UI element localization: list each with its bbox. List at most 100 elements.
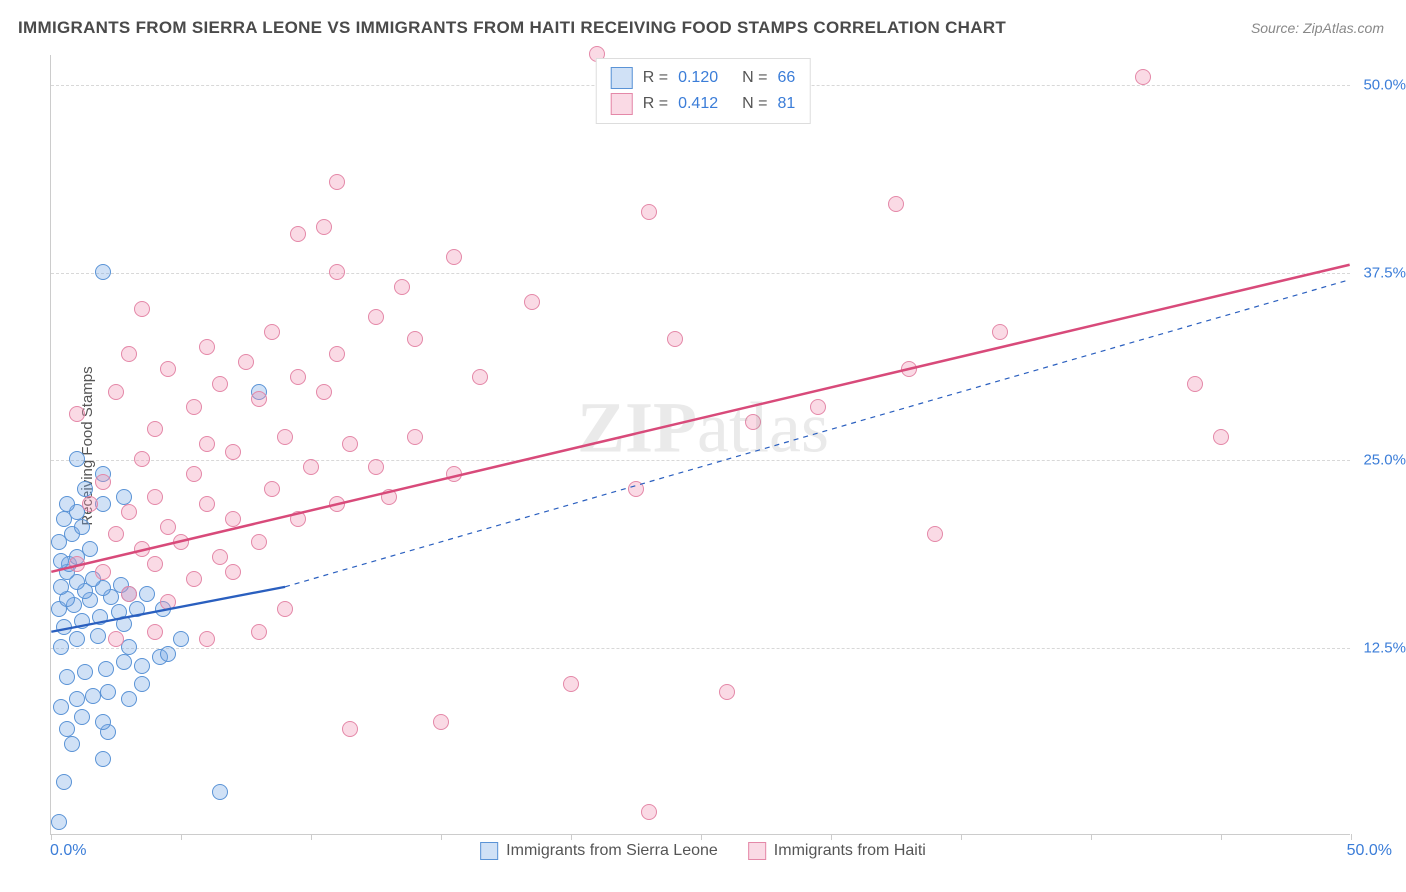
data-point [160, 646, 176, 662]
data-point [98, 661, 114, 677]
legend-swatch [611, 93, 633, 115]
data-point [225, 564, 241, 580]
x-tick [311, 834, 312, 840]
legend-n-value: 66 [777, 69, 795, 87]
data-point [82, 541, 98, 557]
data-point [69, 556, 85, 572]
data-point [147, 556, 163, 572]
legend-r-value: 0.120 [678, 69, 718, 87]
data-point [95, 474, 111, 490]
data-point [199, 339, 215, 355]
data-point [108, 631, 124, 647]
data-point [74, 613, 90, 629]
data-point [342, 436, 358, 452]
data-point [134, 301, 150, 317]
data-point [160, 519, 176, 535]
data-point [82, 496, 98, 512]
data-point [290, 511, 306, 527]
data-point [56, 619, 72, 635]
data-point [59, 669, 75, 685]
legend-r-label: R = [643, 95, 668, 113]
legend-swatch [480, 842, 498, 860]
data-point [199, 631, 215, 647]
data-point [121, 346, 137, 362]
data-point [407, 331, 423, 347]
data-point [810, 399, 826, 415]
data-point [303, 459, 319, 475]
series-name: Immigrants from Haiti [774, 842, 926, 860]
data-point [1135, 69, 1151, 85]
legend-row: R = 0.412N = 81 [611, 91, 796, 117]
data-point [290, 226, 306, 242]
plot-area: 12.5%25.0%37.5%50.0% [50, 55, 1350, 835]
data-point [1213, 429, 1229, 445]
series-legend: Immigrants from Sierra Leone Immigrants f… [480, 842, 926, 860]
data-point [121, 504, 137, 520]
data-point [251, 624, 267, 640]
gridline [51, 273, 1350, 274]
data-point [719, 684, 735, 700]
data-point [316, 219, 332, 235]
data-point [368, 309, 384, 325]
data-point [134, 658, 150, 674]
y-tick-label: 50.0% [1363, 77, 1406, 94]
data-point [641, 204, 657, 220]
data-point [59, 496, 75, 512]
x-origin-label: 0.0% [50, 842, 86, 860]
legend-n-label: N = [742, 69, 767, 87]
series-name: Immigrants from Sierra Leone [506, 842, 718, 860]
data-point [173, 534, 189, 550]
data-point [69, 631, 85, 647]
data-point [147, 624, 163, 640]
data-point [147, 421, 163, 437]
data-point [108, 384, 124, 400]
data-point [225, 511, 241, 527]
data-point [147, 489, 163, 505]
data-point [641, 804, 657, 820]
data-point [134, 541, 150, 557]
data-point [64, 736, 80, 752]
legend-n-value: 81 [777, 95, 795, 113]
data-point [888, 196, 904, 212]
series-legend-item: Immigrants from Sierra Leone [480, 842, 718, 860]
data-point [628, 481, 644, 497]
data-point [1187, 376, 1203, 392]
data-point [95, 751, 111, 767]
data-point [277, 429, 293, 445]
data-point [129, 601, 145, 617]
data-point [121, 691, 137, 707]
data-point [992, 324, 1008, 340]
data-point [186, 571, 202, 587]
data-point [225, 444, 241, 460]
data-point [329, 496, 345, 512]
data-point [251, 391, 267, 407]
data-point [53, 639, 69, 655]
x-tick [1091, 834, 1092, 840]
data-point [77, 481, 93, 497]
correlation-legend: R = 0.120 N = 66 R = 0.412N = 81 [596, 58, 811, 124]
data-point [329, 174, 345, 190]
data-point [342, 721, 358, 737]
data-point [186, 466, 202, 482]
data-point [116, 654, 132, 670]
data-point [446, 466, 462, 482]
data-point [433, 714, 449, 730]
data-point [69, 451, 85, 467]
data-point [472, 369, 488, 385]
data-point [264, 324, 280, 340]
x-tick [571, 834, 572, 840]
data-point [74, 709, 90, 725]
data-point [394, 279, 410, 295]
data-point [53, 579, 69, 595]
data-point [53, 699, 69, 715]
legend-swatch [611, 67, 633, 89]
x-tick [701, 834, 702, 840]
data-point [111, 604, 127, 620]
gridline [51, 460, 1350, 461]
data-point [316, 384, 332, 400]
data-point [329, 264, 345, 280]
data-point [667, 331, 683, 347]
x-tick [1221, 834, 1222, 840]
data-point [212, 376, 228, 392]
data-point [56, 774, 72, 790]
